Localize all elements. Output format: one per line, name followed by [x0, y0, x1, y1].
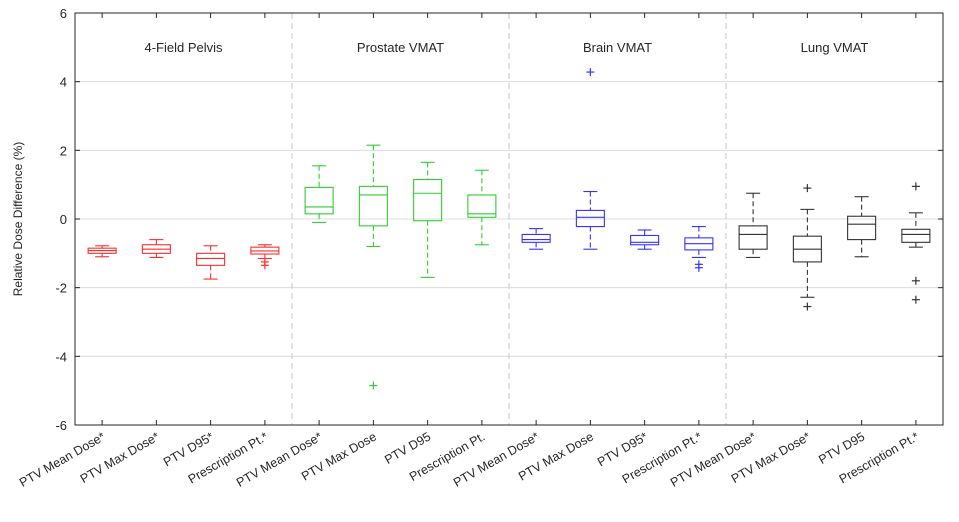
y-tick-label: -4 — [55, 349, 67, 364]
iqr-box — [901, 228, 931, 243]
box-item — [521, 228, 551, 250]
iqr-box — [521, 233, 551, 243]
iqr-box — [413, 178, 443, 222]
outlier-marker — [803, 302, 812, 311]
x-tick-label: PTV Mean Dose* — [17, 429, 108, 489]
y-tick-label: 2 — [60, 143, 67, 158]
x-axis-ticks: PTV Mean Dose*PTV Max Dose* PTV D95*Presc… — [17, 13, 921, 490]
box-item — [141, 239, 171, 259]
box-item — [358, 144, 388, 390]
iqr-box — [467, 194, 497, 218]
y-tick-label: 0 — [60, 212, 67, 227]
group-label: 4-Field Pelvis — [144, 40, 223, 55]
outlier-marker — [911, 276, 920, 285]
group-separators — [291, 13, 727, 425]
outlier-marker — [694, 263, 703, 272]
box-item — [738, 192, 768, 259]
box-item — [304, 165, 334, 223]
group-label: Brain VMAT — [583, 40, 652, 55]
iqr-box — [738, 225, 768, 250]
y-tick-label: -6 — [55, 418, 67, 433]
iqr-box — [575, 209, 605, 228]
box-item — [792, 184, 822, 311]
outlier-marker — [369, 381, 378, 390]
box-item — [847, 196, 877, 258]
y-tick-label: 4 — [60, 75, 67, 90]
iqr-box — [358, 185, 388, 227]
box-item — [684, 226, 714, 272]
outlier-marker — [586, 68, 595, 77]
iqr-box — [630, 234, 660, 246]
iqr-box — [304, 186, 334, 215]
box-item — [575, 68, 605, 250]
group-label: Lung VMAT — [801, 40, 869, 55]
y-axis-label: Relative Dose Difference (%) — [11, 142, 25, 297]
y-tick-label: -2 — [55, 281, 67, 296]
box-series — [87, 68, 931, 390]
outlier-marker — [260, 261, 269, 270]
outlier-marker — [803, 184, 812, 193]
box-item — [250, 244, 280, 270]
box-item — [413, 161, 443, 278]
box-item — [196, 245, 226, 280]
group-labels: 4-Field Pelvis Prostate VMAT Brain VMAT Lun… — [144, 40, 868, 55]
box-item — [630, 229, 660, 250]
box-item — [87, 245, 117, 258]
y-tick-label: 6 — [60, 6, 67, 21]
box-item — [901, 182, 931, 304]
iqr-box — [847, 215, 877, 241]
group-label: Prostate VMAT — [357, 40, 444, 55]
box-item — [467, 169, 497, 246]
y-axis-ticks: -6 -4 -2 0 2 4 6 — [55, 6, 943, 433]
outlier-marker — [911, 295, 920, 304]
iqr-box — [196, 252, 226, 266]
outlier-marker — [911, 182, 920, 191]
